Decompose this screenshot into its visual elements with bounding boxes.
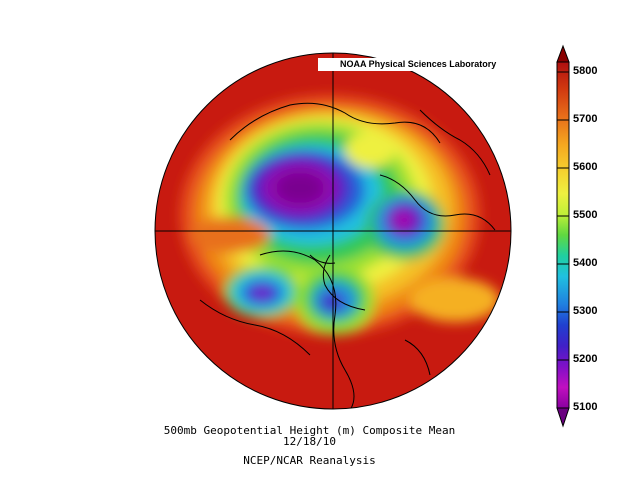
colorbar-label: 5800 (573, 65, 598, 77)
map-source: NCEP/NCAR Reanalysis (243, 454, 376, 467)
colorbar-label: 5600 (573, 161, 598, 173)
colorbar-top-arrow (556, 44, 570, 63)
colorbar (556, 44, 570, 428)
credit-label: NOAA Physical Sciences Laboratory (318, 58, 510, 71)
colorbar-label: 5700 (573, 113, 598, 125)
colorbar-label: 5200 (573, 353, 598, 365)
coastlines (199, 102, 496, 409)
colorbar-label: 5400 (573, 257, 598, 269)
height-field (155, 53, 511, 409)
colorbar-bar (556, 61, 570, 409)
colorbar-ticks (557, 71, 569, 409)
map-boundary (154, 52, 512, 410)
colorbar-label: 5100 (573, 401, 598, 413)
colorbar-bottom-arrow (556, 407, 570, 428)
map-date: 12/18/10 (283, 435, 336, 448)
colorbar-label: 5500 (573, 209, 598, 221)
grid-lines (155, 53, 511, 409)
colorbar-label: 5300 (573, 305, 598, 317)
map-title: 500mb Geopotential Height (m) Composite … (163, 424, 456, 437)
